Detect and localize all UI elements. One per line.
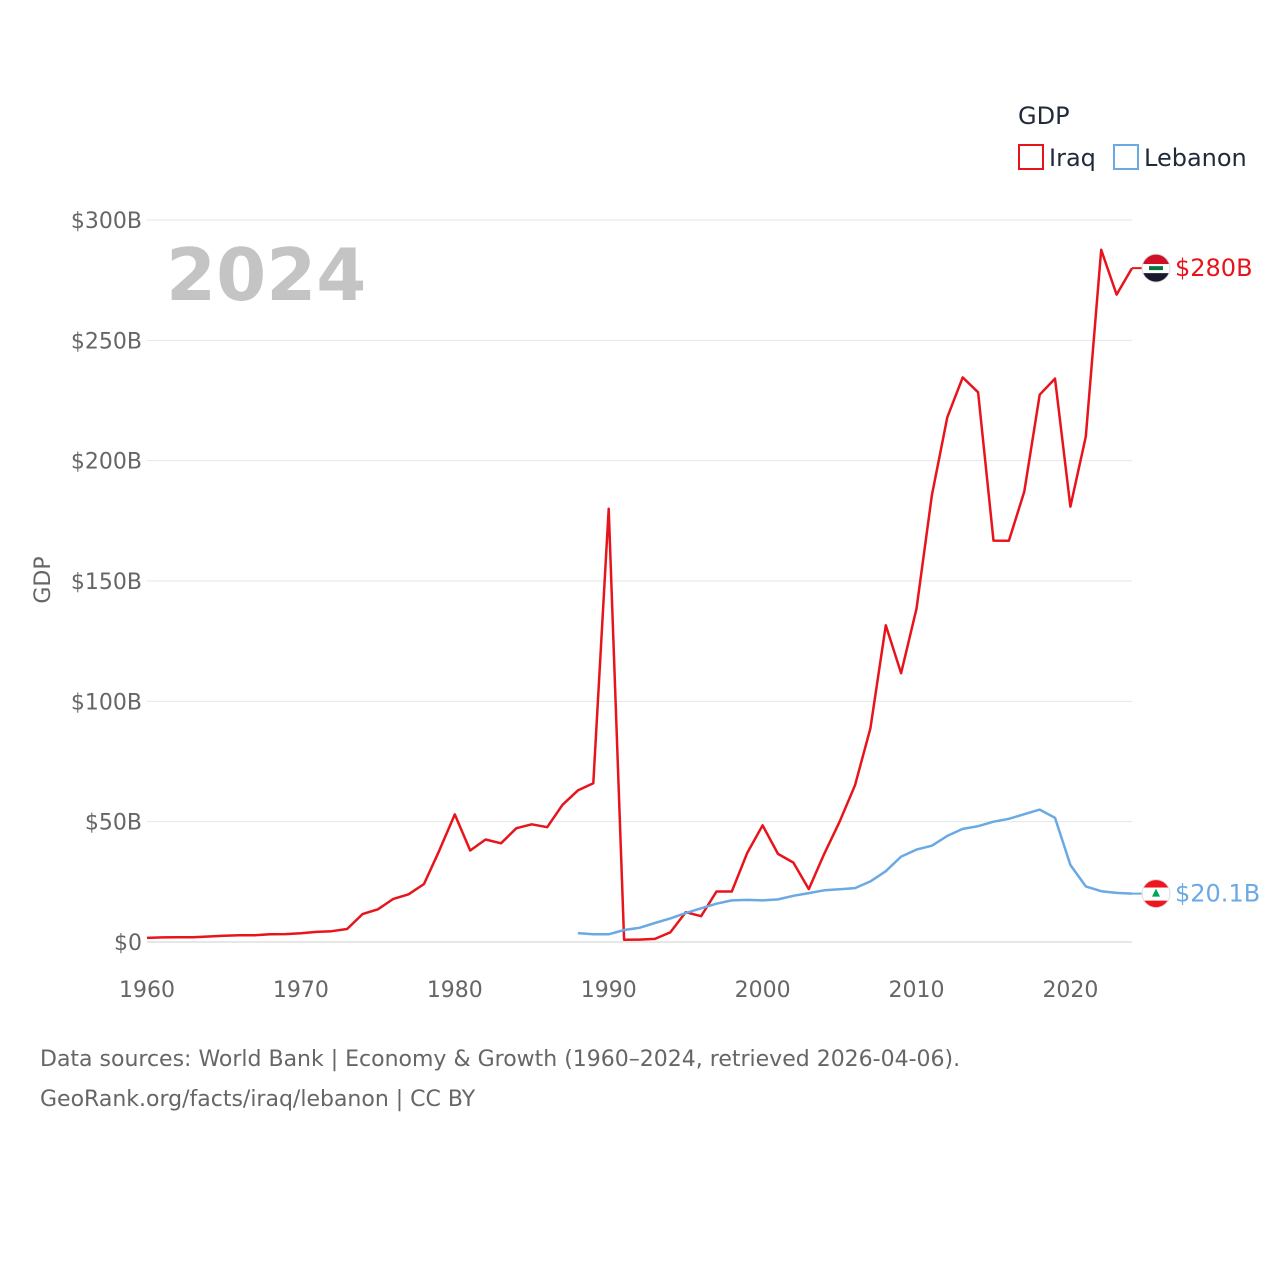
series-line-iraq [146, 248, 1134, 942]
y-tick-label: $100B [71, 690, 142, 715]
legend-title: GDP [1018, 102, 1070, 130]
y-tick-label: $50B [85, 811, 142, 836]
source-line: Data sources: World Bank | Economy & Gro… [40, 1047, 961, 1072]
year-label: 2024 [166, 233, 366, 317]
x-tick-label: 1970 [273, 978, 329, 1003]
series-lines [146, 248, 1134, 942]
x-axis-ticks: 1960 1970 1980 1990 2000 2010 2020 [119, 978, 1098, 1003]
x-tick-label: 2020 [1042, 978, 1098, 1003]
x-tick-label: 2000 [735, 978, 791, 1003]
gdp-line-chart: $0 $50B $100B $150B $200B $250B $300B 1960 1970… [31, 102, 1260, 1003]
x-tick-label: 2010 [889, 978, 945, 1003]
y-tick-label: $0 [114, 931, 142, 956]
legend-item-iraq[interactable]: Iraq [1018, 144, 1096, 172]
y-tick-label: $150B [71, 570, 142, 595]
legend-item-lebanon[interactable]: Lebanon [1113, 144, 1247, 172]
x-tick-label: 1960 [119, 978, 175, 1003]
source-link[interactable]: GeoRank.org/facts/iraq/lebanon | CC BY [40, 1087, 476, 1112]
y-tick-label: $200B [71, 450, 142, 475]
legend-swatch-iraq [1018, 144, 1044, 170]
x-tick-label: 1990 [581, 978, 637, 1003]
lebanon-flag-icon [1141, 879, 1171, 909]
legend-label-lebanon: Lebanon [1144, 144, 1247, 172]
source-footer: Data sources: World Bank | Economy & Gro… [40, 1040, 960, 1120]
grid-lines [147, 219, 1132, 943]
y-tick-label: $250B [71, 329, 142, 354]
end-value-label-lebanon: $20.1B [1175, 880, 1260, 908]
iraq-flag-icon [1141, 253, 1171, 283]
series-end-labels: $280B $20.1B [1132, 253, 1260, 909]
end-value-label-iraq: $280B [1175, 254, 1253, 282]
y-tick-label: $300B [71, 209, 142, 234]
legend-label-iraq: Iraq [1049, 144, 1096, 172]
y-axis-title: GDP [31, 556, 56, 603]
legend: GDP Iraq Lebanon [1018, 102, 1247, 172]
x-tick-label: 1980 [427, 978, 483, 1003]
legend-swatch-lebanon [1113, 144, 1139, 170]
y-axis-ticks: $0 $50B $100B $150B $200B $250B $300B [71, 209, 142, 956]
series-line-lebanon [577, 808, 1133, 936]
